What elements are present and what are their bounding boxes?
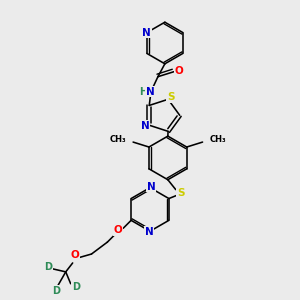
Text: H: H <box>139 86 147 97</box>
Text: D: D <box>44 262 52 272</box>
Text: S: S <box>167 92 175 102</box>
Text: N: N <box>142 28 151 38</box>
Text: D: D <box>52 286 60 296</box>
Text: N: N <box>145 227 153 237</box>
Text: S: S <box>177 188 184 198</box>
Text: O: O <box>174 66 183 76</box>
Text: O: O <box>114 225 123 235</box>
Text: D: D <box>72 282 80 292</box>
Text: CH₃: CH₃ <box>110 135 126 144</box>
Text: CH₃: CH₃ <box>209 135 226 144</box>
Text: N: N <box>141 121 150 131</box>
Text: N: N <box>146 86 154 97</box>
Text: N: N <box>147 182 155 192</box>
Text: O: O <box>70 250 79 260</box>
